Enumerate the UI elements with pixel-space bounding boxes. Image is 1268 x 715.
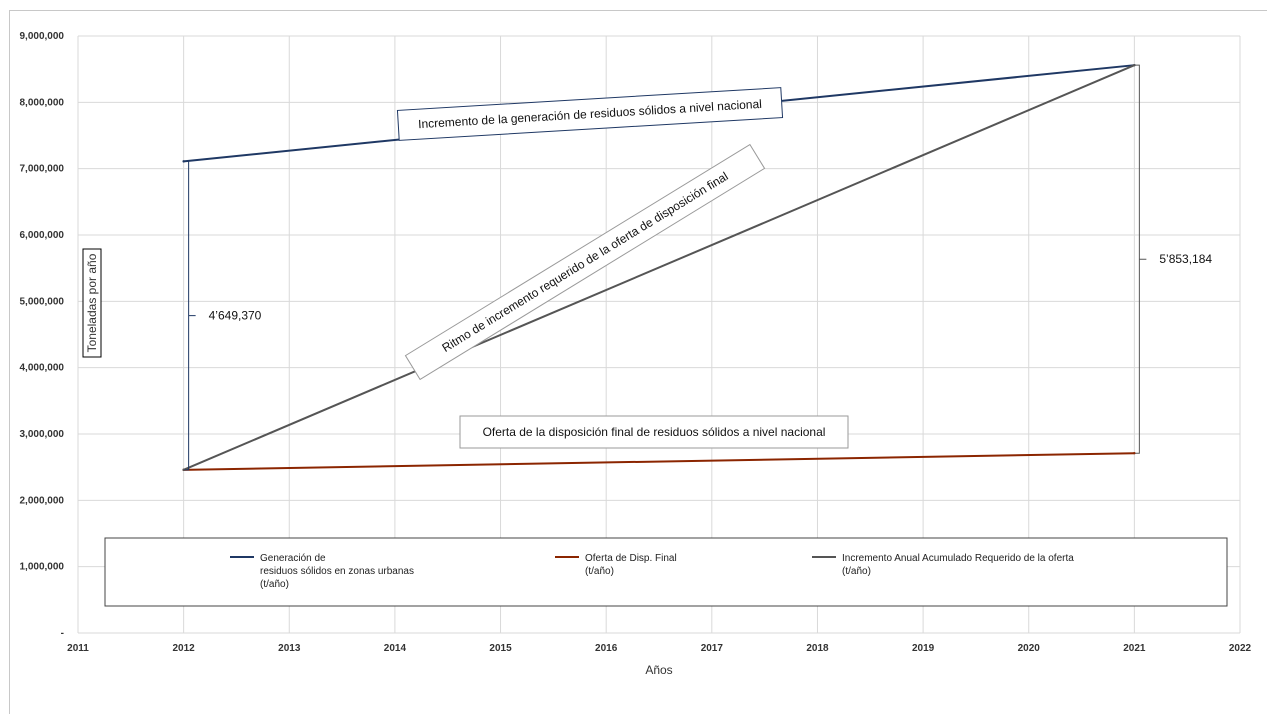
y-axis-title: Toneladas por año <box>82 248 102 358</box>
y-tick-label: 9,000,000 <box>20 31 65 42</box>
x-tick-label: 2021 <box>1123 643 1146 654</box>
grid <box>77 35 1241 634</box>
annotation-top: Incremento de la generación de residuos … <box>396 87 784 141</box>
x-tick-label: 2020 <box>1018 643 1041 654</box>
axis-tick-labels: - 1,000,000 2,000,000 3,000,000 4,000,000 5,0… <box>20 31 1252 654</box>
legend-label-0: residuos sólidos en zonas urbanas <box>260 566 414 577</box>
x-tick-label: 2015 <box>489 643 512 654</box>
legend-label-1: Oferta de Disp. Final <box>585 553 677 564</box>
chart-frame <box>9 10 1267 714</box>
series-point-2 <box>1133 63 1136 67</box>
legend-label-1: (t/año) <box>585 566 614 577</box>
x-tick-label: 2014 <box>384 643 407 654</box>
x-tick-label: 2011 <box>67 643 89 654</box>
bracket-label-0: 4’649,370 <box>209 309 262 323</box>
y-tick-label: 2,000,000 <box>20 495 65 506</box>
x-axis-title: Años <box>645 663 672 677</box>
y-tick-label: 6,000,000 <box>20 230 65 241</box>
y-axis-title-text: Toneladas por año <box>85 253 99 352</box>
y-tick-label: 3,000,000 <box>20 429 65 440</box>
annotation-bottom: Oferta de la disposición final de residu… <box>459 415 849 449</box>
y-tick-label: 5,000,000 <box>20 296 65 307</box>
legend-label-0: (t/año) <box>260 579 289 590</box>
x-tick-label: 2019 <box>912 643 935 654</box>
x-tick-label: 2016 <box>595 643 618 654</box>
y-tick-label: 1,000,000 <box>20 562 65 573</box>
legend-label-2: (t/año) <box>842 566 871 577</box>
legend-label-0: Generación de <box>260 553 326 564</box>
bracket-0 <box>184 160 196 471</box>
legend: Generación de residuos sólidos en zonas u… <box>104 537 1228 607</box>
x-tick-label: 2012 <box>173 643 196 654</box>
x-tick-label: 2013 <box>278 643 301 654</box>
annotation-diagonal-text: Ritmo de incremento requerido de la ofer… <box>439 169 730 355</box>
y-tick-label: 4,000,000 <box>20 363 65 374</box>
annotation-bottom-text: Oferta de la disposición final de residu… <box>483 425 826 439</box>
series-point-1 <box>1133 452 1136 455</box>
legend-label-2: Incremento Anual Acumulado Requerido de … <box>842 553 1074 564</box>
series-point-2 <box>182 468 185 472</box>
series-line-1 <box>183 452 1135 471</box>
y-tick-label: 7,000,000 <box>20 164 65 175</box>
x-tick-label: 2017 <box>701 643 724 654</box>
x-tick-label: 2022 <box>1229 643 1252 654</box>
y-tick-label: 8,000,000 <box>20 97 65 108</box>
x-tick-label: 2018 <box>806 643 829 654</box>
y-tick-label: - <box>61 628 64 639</box>
series-point-0 <box>182 160 185 163</box>
bracket-1 <box>1135 64 1147 454</box>
annotation-diagonal: Ritmo de incremento requerido de la ofer… <box>404 143 766 381</box>
brackets: 4’649,370 5’853,184 <box>184 64 1212 471</box>
bracket-label-1: 5’853,184 <box>1159 252 1212 266</box>
series-line-2 <box>183 64 1135 471</box>
